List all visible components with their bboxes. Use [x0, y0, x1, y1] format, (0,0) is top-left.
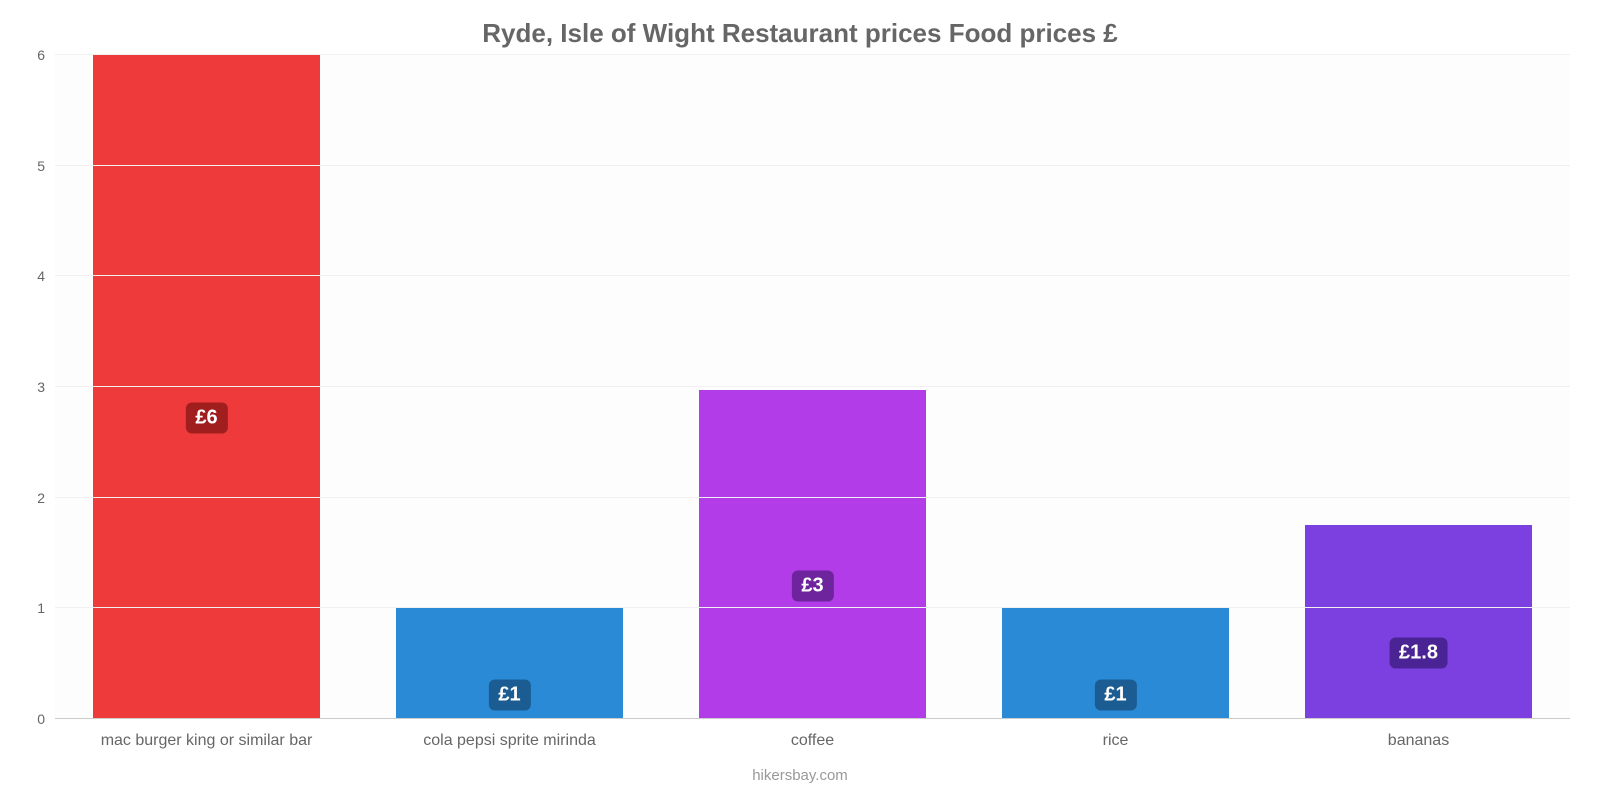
y-tick-label: 2: [37, 490, 55, 506]
y-tick-label: 4: [37, 268, 55, 284]
chart-title: Ryde, Isle of Wight Restaurant prices Fo…: [0, 18, 1600, 49]
x-axis-label: cola pepsi sprite mirinda: [423, 732, 596, 750]
bar: £1: [1002, 608, 1229, 719]
value-badge: £6: [185, 403, 227, 434]
y-tick-label: 0: [37, 711, 55, 727]
gridline: 4: [55, 275, 1570, 276]
x-axis-label: bananas: [1388, 732, 1449, 750]
x-axis: mac burger king or similar bar cola pepsi…: [55, 732, 1570, 752]
bar: £1: [396, 608, 623, 719]
credit-text: hikersbay.com: [0, 767, 1600, 784]
bar: £1.8: [1305, 525, 1532, 719]
plot-area: £6 £1 £3 £1 £1.8 0 1 2 3 4 5 6: [55, 55, 1570, 720]
y-tick-label: 5: [37, 158, 55, 174]
gridline: 6: [55, 54, 1570, 55]
y-tick-label: 6: [37, 47, 55, 63]
price-bar-chart: Ryde, Isle of Wight Restaurant prices Fo…: [0, 0, 1600, 800]
x-axis-label: rice: [1103, 732, 1129, 750]
value-badge: £1.8: [1389, 638, 1448, 669]
gridline: 1: [55, 607, 1570, 608]
y-tick-label: 3: [37, 379, 55, 395]
y-tick-label: 1: [37, 600, 55, 616]
value-badge: £1: [1094, 679, 1136, 710]
value-badge: £3: [791, 570, 833, 601]
bars-layer: £6 £1 £3 £1 £1.8: [55, 55, 1570, 719]
bar: £6: [93, 55, 320, 719]
gridline: 0: [55, 718, 1570, 719]
gridline: 2: [55, 497, 1570, 498]
value-badge: £1: [488, 679, 530, 710]
x-axis-label: coffee: [791, 732, 834, 750]
gridline: 5: [55, 165, 1570, 166]
bar: £3: [699, 390, 926, 719]
gridline: 3: [55, 386, 1570, 387]
x-axis-label: mac burger king or similar bar: [101, 732, 313, 750]
